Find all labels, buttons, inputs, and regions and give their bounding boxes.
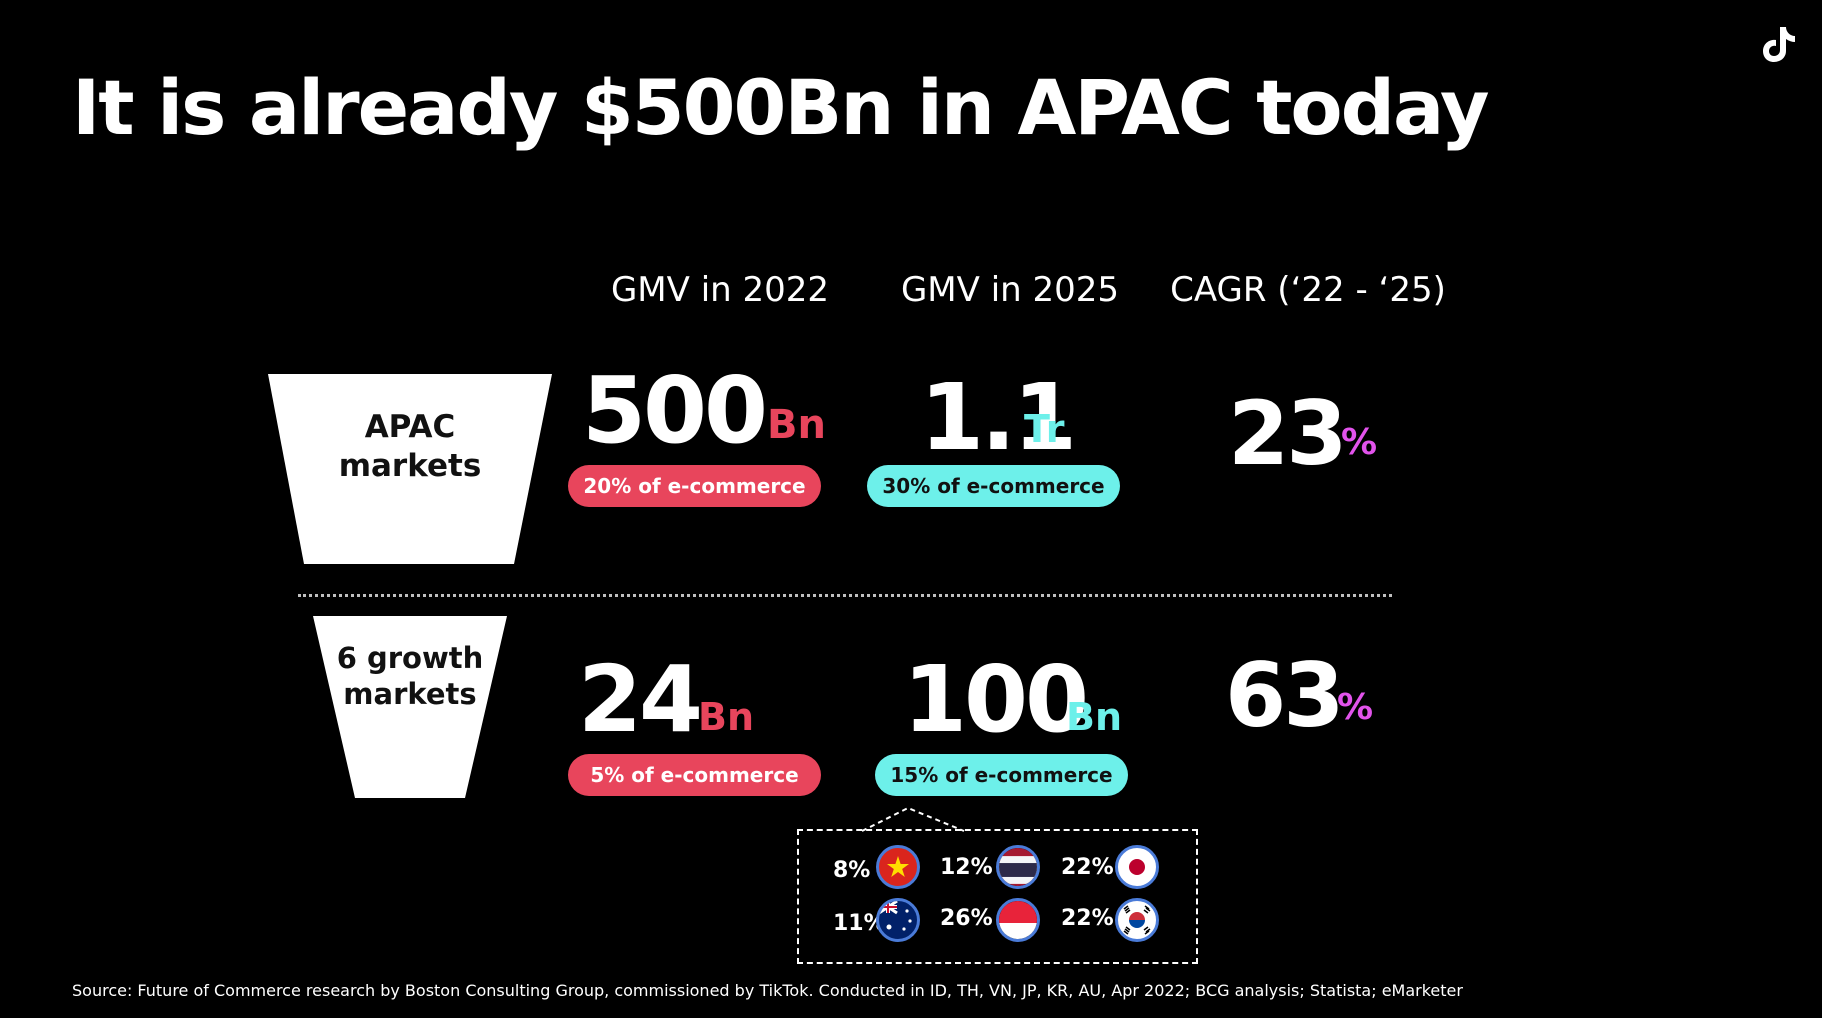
gmv-2022-unit-growth: Bn [698,695,755,739]
column-header-gmv-2025: GMV in 2025 [900,270,1120,310]
column-header-cagr: CAGR (‘22 - ‘25) [1170,270,1446,310]
market-share-label: 22% [1061,906,1114,931]
funnel-label-line2: markets [338,447,482,484]
column-header-gmv-2022: GMV in 2022 [610,270,830,310]
tiktok-logo-icon [1763,27,1795,62]
row-divider [298,594,1392,597]
funnel-label-apac: APAC markets [268,408,552,486]
funnel-label-line2: markets [343,677,477,712]
cagr-value-growth: 63 [1225,644,1344,747]
cagr-unit-apac: % [1341,422,1378,463]
ecommerce-share-badge: 30% of e-commerce [867,465,1120,507]
funnel-shape-apac [268,374,552,564]
korea-flag-icon [1115,898,1159,942]
gmv-2025-value-growth: 100 [903,646,1089,753]
gmv-2025-unit-apac: Tr [1024,407,1065,451]
market-share-label: 8% [833,858,871,883]
vietnam-flag-icon [876,845,920,889]
gmv-2022-value-apac: 500 [582,357,768,464]
gmv-2022-unit-apac: Bn [767,402,826,448]
growth-markets-breakdown [797,829,1198,964]
page-title: It is already $500Bn in APAC today [72,63,1490,152]
gmv-2025-unit-growth: Bn [1066,695,1123,739]
australia-flag-icon [876,898,920,942]
callout-pointer [861,806,965,832]
market-share-label: 22% [1061,855,1114,880]
cagr-value-apac: 23 [1228,382,1347,485]
funnel-label-line1: 6 growth [336,641,484,675]
japan-flag-icon [1115,845,1159,889]
indonesia-flag-icon [996,898,1040,942]
ecommerce-share-badge: 5% of e-commerce [568,754,821,796]
ecommerce-share-badge: 15% of e-commerce [875,754,1128,796]
funnel-shape-growth [313,616,507,798]
thailand-flag-icon [996,845,1040,889]
gmv-2025-value-apac: 1.1 [920,364,1077,471]
market-share-label: 12% [940,855,993,880]
ecommerce-share-badge: 20% of e-commerce [568,465,821,507]
gmv-2022-value-growth: 24 [578,646,703,753]
cagr-unit-growth: % [1337,687,1374,728]
funnel-label-line1: APAC [364,409,456,445]
source-footnote: Source: Future of Commerce research by B… [72,981,1463,1000]
market-share-label: 26% [940,906,993,931]
funnel-label-growth: 6 growth markets [313,640,507,713]
